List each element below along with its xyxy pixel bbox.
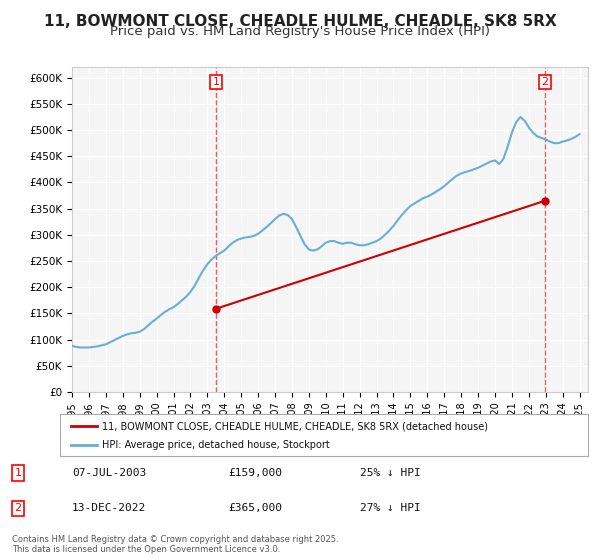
Text: £159,000: £159,000 [228, 468, 282, 478]
Text: £365,000: £365,000 [228, 503, 282, 514]
Text: 11, BOWMONT CLOSE, CHEADLE HULME, CHEADLE, SK8 5RX: 11, BOWMONT CLOSE, CHEADLE HULME, CHEADL… [44, 14, 556, 29]
Text: 1: 1 [212, 77, 220, 87]
Text: HPI: Average price, detached house, Stockport: HPI: Average price, detached house, Stoc… [102, 440, 330, 450]
Text: 2: 2 [541, 77, 548, 87]
Text: 07-JUL-2003: 07-JUL-2003 [72, 468, 146, 478]
Text: 27% ↓ HPI: 27% ↓ HPI [360, 503, 421, 514]
Text: 11, BOWMONT CLOSE, CHEADLE HULME, CHEADLE, SK8 5RX (detached house): 11, BOWMONT CLOSE, CHEADLE HULME, CHEADL… [102, 421, 488, 431]
Text: 2: 2 [14, 503, 22, 514]
Text: Price paid vs. HM Land Registry's House Price Index (HPI): Price paid vs. HM Land Registry's House … [110, 25, 490, 38]
Text: 13-DEC-2022: 13-DEC-2022 [72, 503, 146, 514]
Text: Contains HM Land Registry data © Crown copyright and database right 2025.
This d: Contains HM Land Registry data © Crown c… [12, 535, 338, 554]
Text: 1: 1 [14, 468, 22, 478]
Text: 25% ↓ HPI: 25% ↓ HPI [360, 468, 421, 478]
